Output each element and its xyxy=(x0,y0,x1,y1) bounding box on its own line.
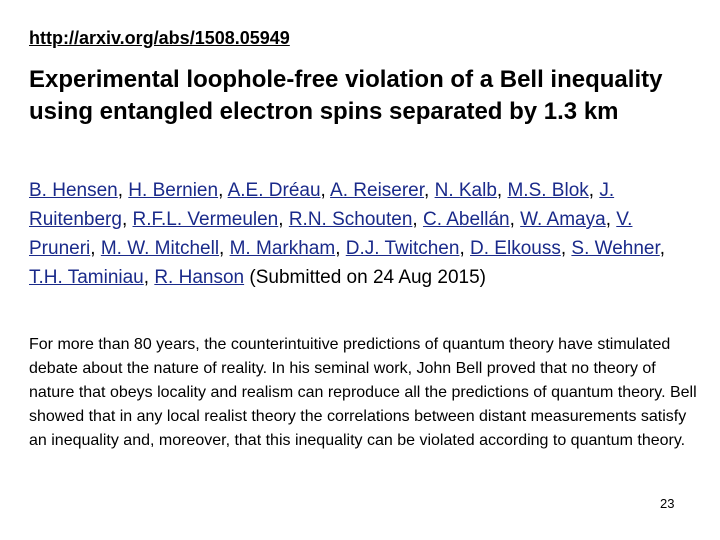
author-link[interactable]: D. Elkouss xyxy=(470,238,561,259)
author-link[interactable]: A. Reiserer xyxy=(330,180,425,201)
arxiv-link[interactable]: http://arxiv.org/abs/1508.05949 xyxy=(29,28,290,48)
author-separator: , xyxy=(335,238,346,259)
author-link[interactable]: S. Wehner xyxy=(571,238,660,259)
author-separator: , xyxy=(320,180,331,201)
author-separator: , xyxy=(117,180,129,201)
author-separator: , xyxy=(121,209,133,230)
author-link[interactable]: D.J. Twitchen xyxy=(345,238,460,259)
author-separator: , xyxy=(588,180,600,201)
author-separator: , xyxy=(424,180,435,201)
author-separator: , xyxy=(605,209,617,230)
author-separator: , xyxy=(278,209,289,230)
author-link[interactable]: C. Abellán xyxy=(422,209,510,230)
author-link[interactable]: W. Amaya xyxy=(520,209,606,230)
author-separator: , xyxy=(496,180,508,201)
abstract-text: For more than 80 years, the counterintui… xyxy=(29,336,697,449)
author-separator: , xyxy=(218,180,228,201)
author-separator: , xyxy=(659,238,666,259)
author-link[interactable]: J. Ruitenberg xyxy=(29,180,615,230)
author-link[interactable]: A.E. Dréau xyxy=(227,180,321,201)
author-links: B. Hensen, H. Bernien, A.E. Dréau, A. Re… xyxy=(29,180,665,288)
submission-date: (Submitted on 24 Aug 2015) xyxy=(249,267,486,288)
author-link[interactable]: M. Markham xyxy=(229,238,336,259)
author-separator: , xyxy=(459,238,471,259)
author-separator: , xyxy=(219,238,230,259)
author-link[interactable]: N. Kalb xyxy=(434,180,497,201)
author-list: B. Hensen, H. Bernien, A.E. Dréau, A. Re… xyxy=(29,176,699,292)
author-link[interactable]: R.F.L. Vermeulen xyxy=(132,209,279,230)
author-separator: , xyxy=(143,267,155,288)
page-number: 23 xyxy=(660,496,675,511)
author-link[interactable]: V. Pruneri xyxy=(29,209,633,259)
author-separator: , xyxy=(509,209,521,230)
author-link[interactable]: T.H. Taminiau xyxy=(29,267,144,288)
author-link[interactable]: B. Hensen xyxy=(29,180,118,201)
author-separator: , xyxy=(90,238,101,259)
author-link[interactable]: H. Bernien xyxy=(128,180,219,201)
author-separator: , xyxy=(560,238,572,259)
author-separator: , xyxy=(412,209,423,230)
author-link[interactable]: R. Hanson xyxy=(154,267,245,288)
author-link[interactable]: M. W. Mitchell xyxy=(100,238,220,259)
author-link[interactable]: M.S. Blok xyxy=(507,180,589,201)
paper-title: Experimental loophole-free violation of … xyxy=(29,66,663,125)
author-link[interactable]: R.N. Schouten xyxy=(288,209,413,230)
